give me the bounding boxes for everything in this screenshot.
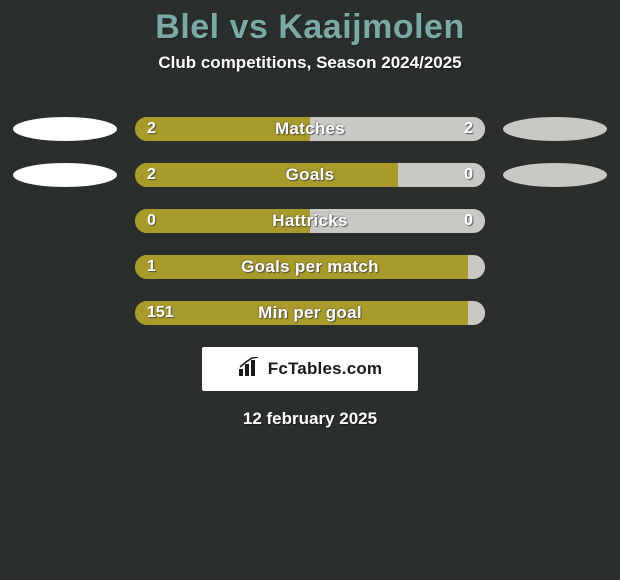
stat-bar: 22Matches <box>135 117 485 141</box>
brand-text: FcTables.com <box>268 359 383 379</box>
bar-chart-icon <box>238 357 262 382</box>
stat-bar-left-fill <box>135 117 310 141</box>
stat-bar: 1Goals per match <box>135 255 485 279</box>
stat-row: 22Matches <box>0 117 620 141</box>
stat-bar-right-fill <box>468 301 486 325</box>
page-subtitle: Club competitions, Season 2024/2025 <box>0 53 620 73</box>
stat-bar-left-fill <box>135 163 398 187</box>
stat-bar: 20Goals <box>135 163 485 187</box>
player-marker-left <box>13 163 117 187</box>
stat-row: 1Goals per match <box>0 255 620 279</box>
stat-bar-left-fill <box>135 209 310 233</box>
stat-bar-right-fill <box>398 163 486 187</box>
stat-row: 151Min per goal <box>0 301 620 325</box>
stat-bar-left-fill <box>135 301 468 325</box>
stat-bar-right-fill <box>310 209 485 233</box>
brand-badge: FcTables.com <box>202 347 418 391</box>
stat-row: 00Hattricks <box>0 209 620 233</box>
stat-bar: 00Hattricks <box>135 209 485 233</box>
footer-date: 12 february 2025 <box>0 409 620 429</box>
stats-container: 22Matches 20Goals 00Hattricks 1Goals per ma… <box>0 117 620 325</box>
stat-bar-right-fill <box>310 117 485 141</box>
page-title: Blel vs Kaaijmolen <box>0 0 620 47</box>
stat-bar: 151Min per goal <box>135 301 485 325</box>
player-marker-right <box>503 117 607 141</box>
player-marker-left <box>13 117 117 141</box>
stat-row: 20Goals <box>0 163 620 187</box>
stat-bar-left-fill <box>135 255 468 279</box>
comparison-infographic: Blel vs Kaaijmolen Club competitions, Se… <box>0 0 620 580</box>
player-marker-right <box>503 163 607 187</box>
stat-bar-right-fill <box>468 255 486 279</box>
